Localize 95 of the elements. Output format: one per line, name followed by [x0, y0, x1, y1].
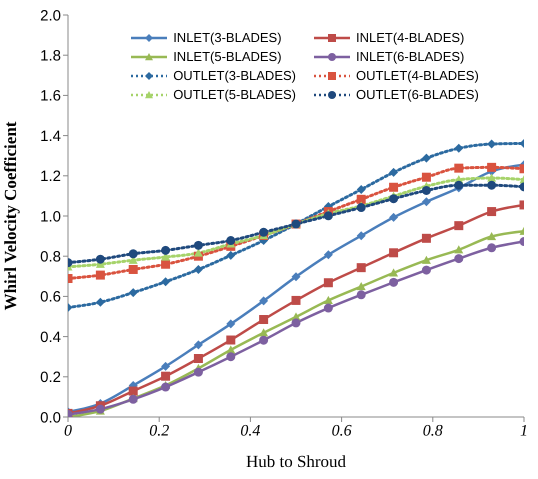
point — [161, 362, 170, 371]
point — [161, 277, 170, 286]
point — [324, 304, 333, 313]
point — [454, 180, 464, 190]
point — [356, 184, 366, 194]
x-tick-label: 0.8 — [422, 422, 443, 440]
point — [292, 318, 300, 328]
point — [324, 296, 333, 304]
point — [356, 263, 366, 272]
y-tick-label: 1.8 — [40, 48, 61, 65]
point — [194, 368, 203, 377]
point — [96, 270, 105, 280]
y-tick-label: 1.6 — [40, 88, 61, 105]
point — [454, 144, 464, 153]
point — [356, 203, 366, 212]
point — [389, 194, 398, 204]
point — [487, 207, 496, 216]
point — [226, 352, 236, 362]
point — [324, 278, 333, 288]
point — [259, 296, 268, 306]
point — [324, 211, 333, 220]
point — [487, 232, 496, 240]
point — [356, 231, 366, 240]
y-tick-label: 1.2 — [40, 168, 61, 186]
y-tick-label: 0.4 — [40, 328, 61, 346]
x-tick-label: 0.6 — [332, 422, 352, 440]
point — [389, 168, 398, 177]
legend-label: INLET(6-BLADES) — [356, 49, 464, 64]
point — [96, 254, 105, 264]
point — [324, 250, 333, 260]
legend-label: INLET(5-BLADES) — [173, 49, 282, 64]
point — [194, 354, 203, 364]
legend-label: OUTLET(5-BLADES) — [173, 87, 296, 102]
point — [422, 256, 431, 264]
point — [356, 290, 366, 300]
point — [422, 172, 431, 182]
point — [194, 340, 203, 350]
y-tick-label: 1.0 — [40, 208, 61, 226]
point — [292, 296, 300, 305]
point — [96, 298, 105, 307]
legend-label: INLET(3-BLADES) — [173, 30, 282, 45]
point — [226, 336, 236, 345]
legend-label: OUTLET(4-BLADES) — [356, 68, 479, 83]
x-tick-label: 0.4 — [240, 422, 260, 440]
y-tick-label: 1.4 — [40, 128, 61, 145]
point — [226, 319, 236, 328]
legend-label: INLET(4-BLADES) — [356, 30, 464, 45]
point — [487, 180, 496, 190]
x-tick-label: 1 — [520, 422, 528, 440]
point — [389, 268, 398, 276]
x-tick-label: 0.2 — [149, 422, 170, 440]
point — [389, 248, 398, 258]
y-tick-label: 2.0 — [40, 7, 61, 24]
x-tick-label: 0 — [64, 422, 72, 440]
point — [194, 240, 203, 250]
point — [259, 228, 268, 237]
legend-label: OUTLET(6-BLADES) — [356, 87, 479, 102]
point — [454, 254, 464, 264]
point — [454, 221, 464, 230]
point — [356, 194, 366, 204]
legend-label: OUTLET(3-BLADES) — [173, 68, 296, 83]
point — [259, 328, 268, 336]
point — [226, 236, 236, 246]
point — [292, 272, 300, 282]
y-tick-label: 0.0 — [40, 409, 61, 426]
point — [454, 245, 464, 254]
point — [422, 266, 431, 275]
point — [487, 174, 496, 182]
point — [259, 315, 268, 324]
point — [128, 264, 138, 274]
y-tick-label: 0.2 — [40, 369, 61, 386]
point — [161, 372, 170, 381]
x-axis-title: Hub to Shroud — [246, 452, 347, 471]
point — [487, 162, 496, 172]
y-tick-label: 0.6 — [40, 288, 61, 306]
point — [487, 243, 496, 252]
point — [259, 336, 268, 345]
point — [356, 282, 366, 290]
point — [454, 164, 464, 173]
point — [422, 197, 431, 206]
point — [226, 250, 236, 260]
point — [422, 154, 431, 163]
point — [389, 278, 398, 287]
point — [161, 246, 170, 255]
point — [128, 288, 138, 298]
point — [161, 382, 170, 392]
point — [422, 234, 431, 243]
point — [422, 186, 431, 195]
point — [128, 386, 138, 396]
y-axis-title: Whirl Velocity Coefficient — [1, 121, 20, 310]
point — [194, 264, 203, 274]
point — [389, 182, 398, 192]
point — [389, 212, 398, 222]
y-tick-label: 0.8 — [40, 248, 61, 266]
point — [128, 249, 138, 258]
